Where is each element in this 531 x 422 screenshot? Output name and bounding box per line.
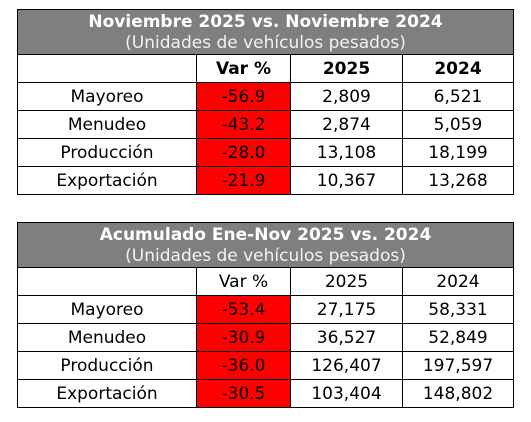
table-title: Acumulado Ene-Nov 2025 vs. 2024	[99, 225, 432, 245]
cumulative-comparison-table: Acumulado Ene-Nov 2025 vs. 2024 (Unidade…	[17, 222, 514, 408]
table-row: Mayoreo -53.4 27,175 58,331	[17, 295, 514, 324]
col-header-var: Var %	[196, 54, 291, 83]
table-row: Menudeo -43.2 2,874 5,059	[17, 110, 514, 139]
col-header-2025: 2025	[290, 54, 403, 83]
value-2024: 18,199	[402, 138, 514, 167]
value-2025: 10,367	[290, 166, 403, 195]
table-header: Noviembre 2025 vs. Noviembre 2024 (Unida…	[17, 9, 514, 55]
value-2025: 103,404	[290, 379, 403, 408]
value-2025: 13,108	[290, 138, 403, 167]
value-2025: 2,874	[290, 110, 403, 139]
value-2024: 197,597	[402, 351, 514, 380]
table-row: Producción -36.0 126,407 197,597	[17, 351, 514, 380]
value-2025: 36,527	[290, 323, 403, 352]
row-label: Producción	[17, 351, 197, 380]
table-header: Acumulado Ene-Nov 2025 vs. 2024 (Unidade…	[17, 222, 514, 268]
value-2024: 5,059	[402, 110, 514, 139]
column-header-row: Var % 2025 2024	[17, 267, 514, 296]
row-label: Exportación	[17, 379, 197, 408]
row-label: Mayoreo	[17, 295, 197, 324]
var-cell: -53.4	[196, 295, 291, 324]
value-2024: 52,849	[402, 323, 514, 352]
empty-header-cell	[17, 267, 197, 296]
var-cell: -36.0	[196, 351, 291, 380]
row-label: Producción	[17, 138, 197, 167]
var-cell: -30.9	[196, 323, 291, 352]
col-header-2024: 2024	[402, 54, 514, 83]
var-cell: -28.0	[196, 138, 291, 167]
table-subtitle: (Unidades de vehículos pesados)	[125, 33, 406, 53]
table-row: Menudeo -30.9 36,527 52,849	[17, 323, 514, 352]
col-header-var: Var %	[196, 267, 291, 296]
var-cell: -21.9	[196, 166, 291, 195]
value-2025: 2,809	[290, 82, 403, 111]
row-label: Menudeo	[17, 323, 197, 352]
col-header-2024: 2024	[402, 267, 514, 296]
table-subtitle: (Unidades de vehículos pesados)	[125, 246, 406, 266]
value-2024: 58,331	[402, 295, 514, 324]
value-2024: 148,802	[402, 379, 514, 408]
value-2024: 6,521	[402, 82, 514, 111]
var-cell: -30.5	[196, 379, 291, 408]
table-row: Producción -28.0 13,108 18,199	[17, 138, 514, 167]
value-2024: 13,268	[402, 166, 514, 195]
row-label: Exportación	[17, 166, 197, 195]
col-header-2025: 2025	[290, 267, 403, 296]
value-2025: 27,175	[290, 295, 403, 324]
var-cell: -56.9	[196, 82, 291, 111]
empty-header-cell	[17, 54, 197, 83]
table-row: Exportación -21.9 10,367 13,268	[17, 166, 514, 195]
table-title: Noviembre 2025 vs. Noviembre 2024	[88, 12, 443, 32]
monthly-comparison-table: Noviembre 2025 vs. Noviembre 2024 (Unida…	[17, 9, 514, 195]
table-row: Mayoreo -56.9 2,809 6,521	[17, 82, 514, 111]
row-label: Mayoreo	[17, 82, 197, 111]
row-label: Menudeo	[17, 110, 197, 139]
value-2025: 126,407	[290, 351, 403, 380]
column-header-row: Var % 2025 2024	[17, 54, 514, 83]
table-row: Exportación -30.5 103,404 148,802	[17, 379, 514, 408]
var-cell: -43.2	[196, 110, 291, 139]
